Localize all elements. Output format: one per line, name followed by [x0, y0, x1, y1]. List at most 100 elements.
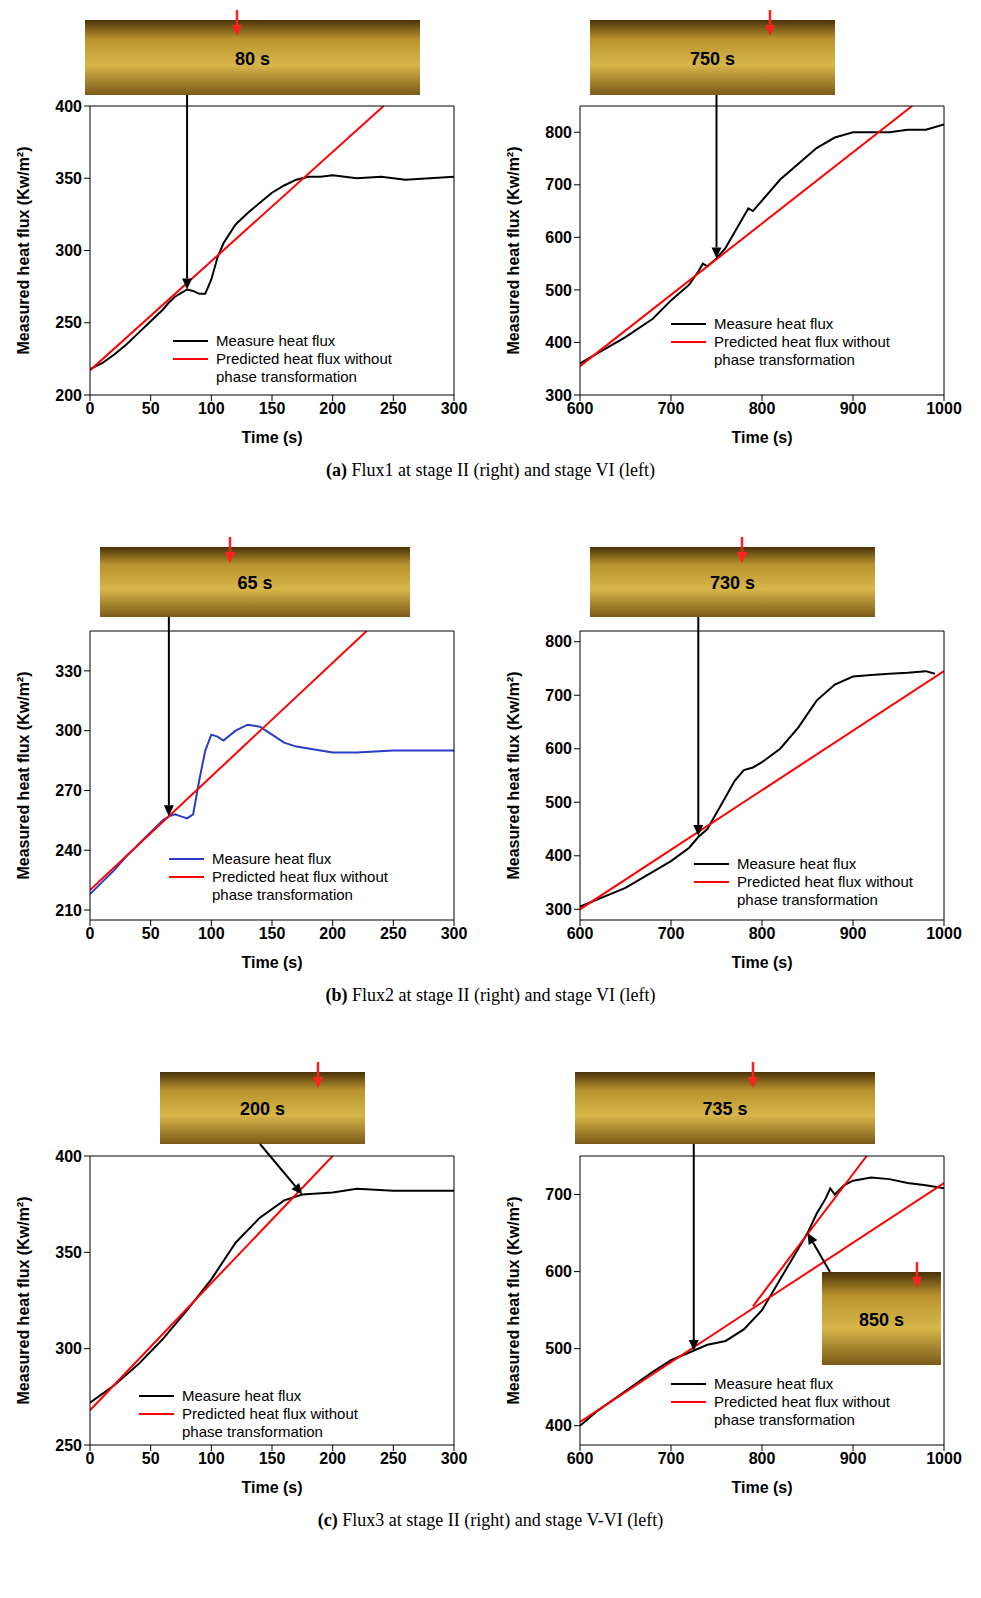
- html-text:Measure heat flux: Measure heat flux: [182, 1387, 302, 1404]
- html-text:Measure heat flux: Measure heat flux: [212, 850, 332, 867]
- svg-text:50: 50: [142, 925, 160, 942]
- svg-text:Measured heat flux (Kw/m²): Measured heat flux (Kw/m²): [15, 146, 32, 354]
- svg-text:700: 700: [658, 1450, 685, 1467]
- svg-text:80 s: 80 s: [235, 49, 270, 69]
- svg-text:Time (s): Time (s): [731, 429, 792, 446]
- svg-text:500: 500: [545, 794, 572, 811]
- svg-text:1000: 1000: [926, 925, 962, 942]
- svg-text:800: 800: [749, 1450, 776, 1467]
- svg-text:600: 600: [545, 740, 572, 757]
- svg-text:1000: 1000: [926, 1450, 962, 1467]
- svg-text:600: 600: [566, 400, 594, 418]
- html-text:Measure heat flux: Measure heat flux: [737, 855, 857, 872]
- svg-text:250: 250: [380, 925, 407, 942]
- svg-text:0: 0: [86, 925, 95, 942]
- html-text:(b) Flux2 at stage II (right): (b) Flux2 at stage II (right) and stage …: [325, 985, 656, 1005]
- svg-text:600: 600: [545, 229, 572, 246]
- svg-text:250: 250: [380, 400, 407, 417]
- svg-text:400: 400: [545, 334, 572, 351]
- svg-text:735 s: 735 s: [702, 1099, 747, 1119]
- svg-text:700: 700: [545, 176, 572, 193]
- svg-text:750 s: 750 s: [690, 49, 735, 69]
- svg-text:250: 250: [55, 314, 82, 331]
- svg-text:700: 700: [658, 400, 685, 417]
- svg-text:300: 300: [545, 901, 572, 918]
- svg-text:1000: 1000: [926, 400, 962, 417]
- svg-text:Measured heat flux (Kw/m²): Measured heat flux (Kw/m²): [15, 1196, 32, 1404]
- html-text:Predicted heat flux without ph: Predicted heat flux without phase transf…: [212, 868, 388, 903]
- svg-text:Measured heat flux (Kw/m²): Measured heat flux (Kw/m²): [505, 671, 522, 879]
- svg-text:200: 200: [319, 400, 346, 417]
- svg-text:150: 150: [259, 400, 286, 417]
- svg-text:400: 400: [55, 98, 82, 115]
- html-text:Measure heat flux: Measure heat flux: [714, 315, 834, 332]
- svg-text:Time (s): Time (s): [241, 1479, 302, 1496]
- svg-text:400: 400: [545, 1417, 572, 1434]
- svg-text:700: 700: [545, 1186, 572, 1203]
- svg-text:700: 700: [658, 925, 685, 942]
- svg-text:600: 600: [567, 1450, 594, 1467]
- svg-text:0: 0: [86, 1450, 95, 1467]
- svg-text:900: 900: [840, 925, 867, 942]
- svg-text:Measured heat flux (Kw/m²): Measured heat flux (Kw/m²): [505, 1196, 522, 1404]
- svg-text:100: 100: [198, 400, 225, 417]
- svg-text:100: 100: [198, 1450, 225, 1467]
- svg-text:300: 300: [441, 925, 468, 942]
- svg-text:300: 300: [55, 1340, 82, 1357]
- svg-text:900: 900: [840, 1450, 867, 1467]
- svg-text:900: 900: [840, 400, 867, 417]
- html-text:(a) Flux1 at stage II (right): (a) Flux1 at stage II (right) and stage …: [326, 460, 655, 480]
- svg-text:800: 800: [749, 925, 776, 942]
- svg-text:350: 350: [55, 170, 82, 187]
- svg-text:300: 300: [545, 387, 572, 404]
- svg-text:Time (s): Time (s): [241, 429, 302, 446]
- svg-text:200: 200: [319, 1450, 346, 1467]
- svg-text:600: 600: [567, 925, 594, 942]
- svg-text:250: 250: [55, 1437, 82, 1454]
- html-text:Predicted heat flux without ph: Predicted heat flux without phase transf…: [714, 333, 890, 368]
- svg-text:50: 50: [142, 400, 160, 417]
- svg-text:400: 400: [55, 1148, 82, 1165]
- svg-text:65 s: 65 s: [237, 573, 272, 593]
- svg-text:800: 800: [545, 124, 572, 141]
- svg-text:300: 300: [55, 722, 82, 739]
- svg-text:Measured heat flux (Kw/m²): Measured heat flux (Kw/m²): [505, 146, 522, 354]
- html-text:Predicted heat flux without ph: Predicted heat flux without phase transf…: [182, 1405, 358, 1440]
- html-text:Predicted heat flux without ph: Predicted heat flux without phase transf…: [714, 1393, 890, 1428]
- html-text:Predicted heat flux without ph: Predicted heat flux without phase transf…: [737, 873, 913, 908]
- svg-text:Time (s): Time (s): [241, 954, 302, 971]
- html-text:Measure heat flux: Measure heat flux: [714, 1375, 834, 1392]
- svg-text:300: 300: [441, 1450, 468, 1467]
- svg-text:300: 300: [55, 242, 82, 259]
- svg-text:0: 0: [86, 400, 95, 417]
- svg-text:250: 250: [380, 1450, 407, 1467]
- svg-text:200: 200: [319, 925, 346, 942]
- svg-text:240: 240: [55, 842, 82, 859]
- svg-text:600: 600: [545, 1263, 572, 1280]
- svg-text:500: 500: [545, 1340, 572, 1357]
- svg-text:330: 330: [55, 663, 82, 680]
- html-text:Predicted heat flux without ph: Predicted heat flux without phase transf…: [216, 350, 392, 385]
- html-text:Measure heat flux: Measure heat flux: [216, 332, 336, 349]
- svg-text:730 s: 730 s: [710, 573, 755, 593]
- svg-text:150: 150: [259, 1450, 286, 1467]
- svg-text:100: 100: [198, 925, 225, 942]
- svg-text:200: 200: [55, 387, 82, 404]
- svg-text:700: 700: [545, 687, 572, 704]
- svg-text:Time (s): Time (s): [731, 954, 792, 971]
- svg-text:200 s: 200 s: [240, 1099, 285, 1119]
- svg-text:Measured heat flux (Kw/m²): Measured heat flux (Kw/m²): [15, 671, 32, 879]
- html-text:(c) Flux3 at stage II (right): (c) Flux3 at stage II (right) and stage …: [317, 1510, 664, 1530]
- svg-text:800: 800: [749, 400, 776, 417]
- svg-text:300: 300: [441, 400, 468, 417]
- svg-text:270: 270: [55, 782, 82, 799]
- svg-text:150: 150: [259, 925, 286, 942]
- svg-text:800: 800: [545, 633, 572, 650]
- svg-text:850 s: 850 s: [859, 1310, 904, 1330]
- svg-text:210: 210: [55, 902, 82, 919]
- svg-text:400: 400: [545, 847, 572, 864]
- svg-text:350: 350: [55, 1244, 82, 1261]
- svg-text:Time (s): Time (s): [731, 1479, 792, 1496]
- svg-text:500: 500: [545, 282, 572, 299]
- svg-text:50: 50: [142, 1450, 160, 1467]
